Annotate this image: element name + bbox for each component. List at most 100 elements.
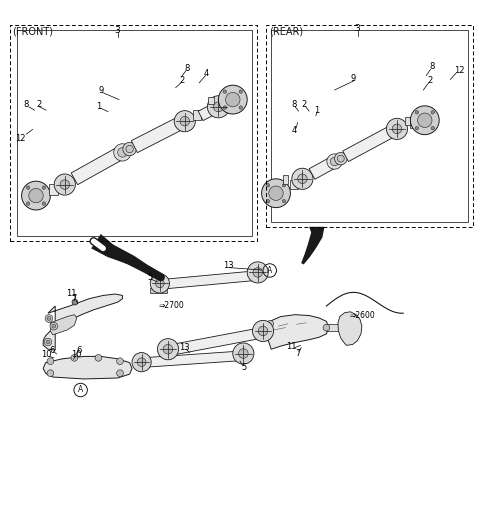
Text: 3: 3 xyxy=(115,25,120,35)
Circle shape xyxy=(126,146,133,153)
Circle shape xyxy=(26,186,30,189)
Text: 11: 11 xyxy=(66,288,76,298)
Text: 11: 11 xyxy=(287,342,297,351)
Circle shape xyxy=(47,358,54,365)
Circle shape xyxy=(239,90,242,93)
Circle shape xyxy=(431,126,434,130)
Circle shape xyxy=(137,358,146,366)
Circle shape xyxy=(123,142,136,156)
Bar xyxy=(49,184,58,195)
Text: (FRONT): (FRONT) xyxy=(12,26,53,36)
Bar xyxy=(193,110,201,120)
Circle shape xyxy=(54,174,75,195)
Circle shape xyxy=(335,152,347,165)
Circle shape xyxy=(150,274,169,293)
Bar xyxy=(17,30,252,236)
Text: 2: 2 xyxy=(37,100,42,109)
Circle shape xyxy=(323,324,330,331)
Circle shape xyxy=(47,316,51,320)
Circle shape xyxy=(252,320,274,342)
Circle shape xyxy=(174,110,195,132)
Text: 6: 6 xyxy=(76,346,82,354)
Circle shape xyxy=(262,179,290,207)
Circle shape xyxy=(247,262,268,283)
Text: 8: 8 xyxy=(184,64,190,73)
Polygon shape xyxy=(43,294,122,350)
Circle shape xyxy=(95,354,102,361)
Bar xyxy=(405,117,410,125)
Bar xyxy=(154,278,164,289)
Circle shape xyxy=(46,340,50,344)
Circle shape xyxy=(44,338,52,346)
Bar xyxy=(326,324,348,331)
Circle shape xyxy=(282,199,286,203)
Polygon shape xyxy=(309,158,334,179)
Circle shape xyxy=(22,181,50,210)
Text: 3: 3 xyxy=(355,24,360,33)
Circle shape xyxy=(118,148,127,157)
Circle shape xyxy=(163,345,173,354)
Polygon shape xyxy=(264,315,329,349)
Circle shape xyxy=(337,155,344,162)
Text: 12: 12 xyxy=(15,134,25,142)
Text: 9: 9 xyxy=(350,73,355,83)
Polygon shape xyxy=(198,105,216,121)
Circle shape xyxy=(431,110,434,114)
Text: 10: 10 xyxy=(41,350,51,360)
Circle shape xyxy=(132,352,151,372)
Text: 9: 9 xyxy=(98,86,103,94)
Circle shape xyxy=(117,358,123,365)
Text: 8: 8 xyxy=(429,62,435,71)
Text: A: A xyxy=(78,385,83,395)
Text: 13: 13 xyxy=(180,343,190,352)
Polygon shape xyxy=(338,312,362,345)
Circle shape xyxy=(418,113,432,127)
Circle shape xyxy=(180,117,190,126)
Bar xyxy=(410,120,417,128)
Circle shape xyxy=(60,180,70,189)
Text: ⇒2700: ⇒2700 xyxy=(158,300,184,310)
Circle shape xyxy=(239,106,242,109)
Circle shape xyxy=(386,118,408,139)
Bar xyxy=(290,180,298,189)
Circle shape xyxy=(26,202,30,205)
Text: 5: 5 xyxy=(148,272,153,282)
Polygon shape xyxy=(160,271,255,289)
Text: 2: 2 xyxy=(180,76,185,85)
Polygon shape xyxy=(91,234,164,278)
Circle shape xyxy=(415,126,419,130)
Text: (REAR): (REAR) xyxy=(269,26,303,36)
Circle shape xyxy=(410,106,439,135)
Text: ⇒2600: ⇒2600 xyxy=(349,311,375,320)
Polygon shape xyxy=(148,351,240,367)
Bar xyxy=(208,96,214,104)
Text: 5: 5 xyxy=(241,363,246,372)
Circle shape xyxy=(267,320,274,327)
Circle shape xyxy=(392,124,402,134)
Text: 6: 6 xyxy=(49,346,55,354)
Text: 7: 7 xyxy=(72,294,77,303)
Polygon shape xyxy=(43,357,132,379)
Circle shape xyxy=(207,96,229,118)
Circle shape xyxy=(114,144,131,161)
Circle shape xyxy=(258,326,268,336)
Circle shape xyxy=(327,154,342,169)
Circle shape xyxy=(117,370,123,377)
Circle shape xyxy=(52,324,56,328)
Polygon shape xyxy=(71,148,123,185)
Bar xyxy=(150,288,167,293)
Circle shape xyxy=(239,349,248,358)
Bar xyxy=(271,30,468,222)
Circle shape xyxy=(253,268,263,277)
Circle shape xyxy=(292,168,313,189)
Text: 1: 1 xyxy=(96,102,101,111)
Circle shape xyxy=(42,202,46,205)
Text: 12: 12 xyxy=(454,66,465,75)
Circle shape xyxy=(298,174,307,184)
Circle shape xyxy=(42,186,46,189)
Text: 4: 4 xyxy=(292,126,297,135)
Polygon shape xyxy=(174,328,260,354)
Text: 10: 10 xyxy=(72,350,82,360)
Circle shape xyxy=(269,186,283,200)
Text: 13: 13 xyxy=(223,261,233,270)
